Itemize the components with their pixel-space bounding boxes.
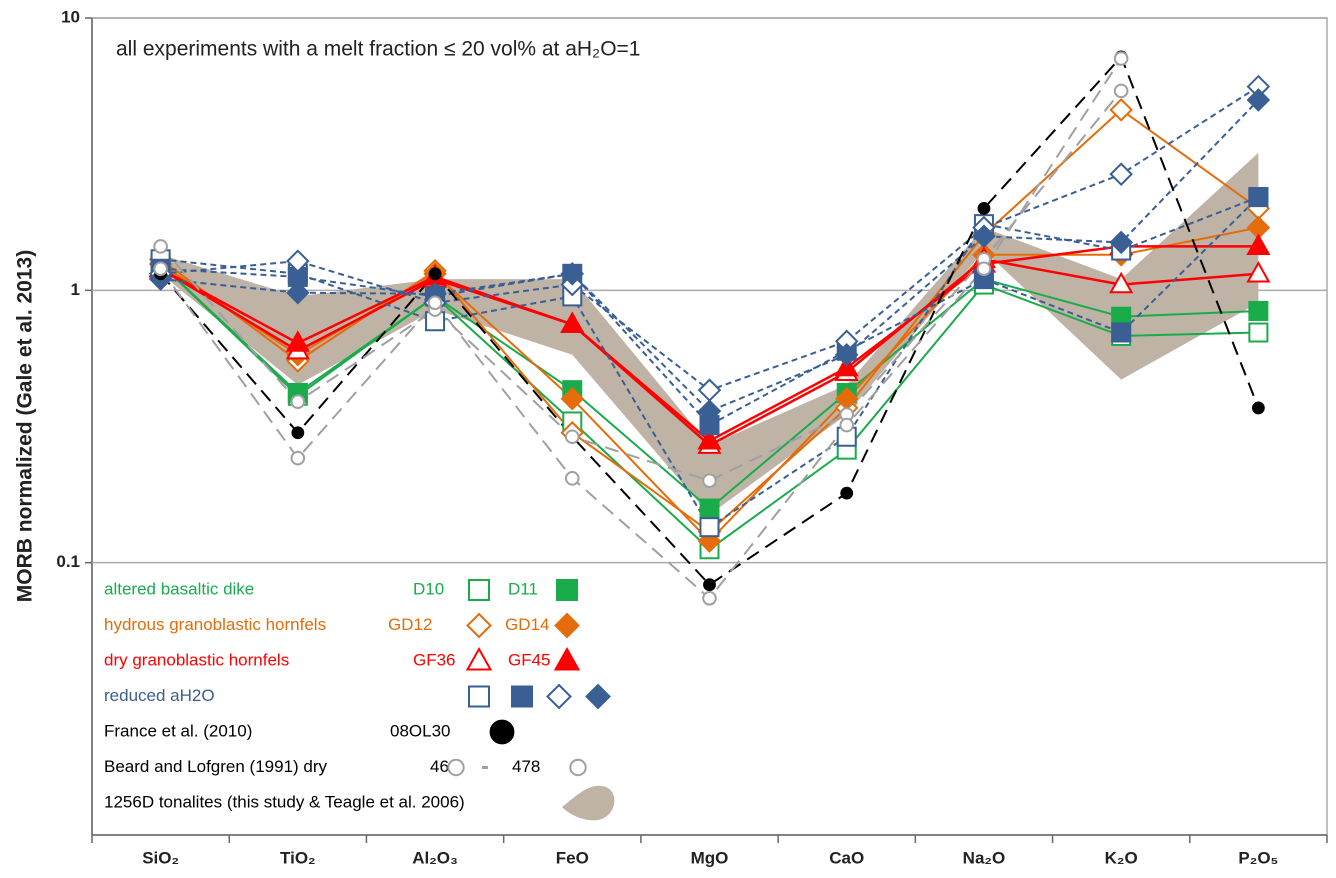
legend-marker — [554, 612, 580, 639]
marker — [1248, 187, 1269, 208]
marker — [699, 498, 720, 519]
x-tick-label: MgO — [691, 848, 729, 867]
legend-marker — [468, 579, 490, 601]
marker — [564, 471, 580, 486]
y-tick-label: 1 — [71, 280, 80, 299]
legend-group-label: France et al. (2010) — [104, 721, 252, 740]
marker — [560, 311, 585, 334]
legend-marker — [447, 758, 465, 777]
legend-label: D11 — [508, 579, 538, 598]
legend-label: 478 — [512, 757, 540, 776]
series-line — [159, 55, 1260, 587]
marker — [1109, 98, 1133, 122]
tonalite-field — [160, 152, 1259, 515]
marker — [560, 262, 585, 286]
marker — [972, 224, 996, 248]
legend-label: GF36 — [413, 650, 456, 669]
legend-group-label: dry granoblastic hornfels — [104, 650, 289, 669]
legend-marker — [466, 612, 492, 639]
marker — [834, 342, 859, 367]
marker — [703, 578, 716, 592]
legend-marker — [553, 646, 581, 671]
marker — [1109, 162, 1133, 186]
marker — [153, 239, 168, 254]
marker — [977, 201, 991, 215]
marker — [1251, 401, 1265, 415]
marker — [290, 450, 306, 466]
marker — [428, 267, 442, 281]
y-axis-label: MORB normalized (Gale et al. 2013) — [14, 250, 37, 602]
legend-marker — [489, 719, 515, 745]
y-tick-label: 10 — [61, 7, 80, 26]
marker — [564, 429, 580, 445]
x-tick-label: P₂O₅ — [1238, 848, 1278, 867]
marker — [840, 486, 854, 500]
marker — [976, 261, 992, 277]
legend-marker — [511, 685, 533, 708]
marker — [291, 426, 305, 440]
legend-marker — [546, 683, 572, 710]
series-line — [159, 57, 1123, 600]
marker — [1109, 230, 1133, 255]
legend-group-label: reduced aH2O — [104, 686, 215, 705]
marker — [697, 399, 722, 423]
marker — [839, 417, 855, 433]
marker — [1113, 51, 1129, 66]
legend-group-label: altered basaltic dike — [104, 579, 254, 598]
marker — [1248, 322, 1269, 343]
marker — [697, 428, 722, 450]
legend-marker — [585, 683, 611, 710]
chart-title: all experiments with a melt fraction ≤ 2… — [116, 38, 641, 61]
x-tick-label: SiO₂ — [142, 848, 179, 867]
marker — [1113, 83, 1129, 99]
legend-group-label: 1256D tonalites (this study & Teagle et … — [104, 792, 465, 811]
x-tick-label: CaO — [829, 848, 864, 867]
x-tick-label: Na₂O — [963, 848, 1006, 867]
legend-group-label: hydrous granoblastic hornfels — [104, 615, 326, 634]
marker — [699, 517, 720, 538]
x-tick-label: FeO — [556, 848, 589, 867]
marker — [702, 590, 717, 606]
marker — [1246, 260, 1271, 283]
legend-group-label: Beard and Lofgren (1991) dry — [104, 757, 328, 776]
marker — [1248, 300, 1269, 321]
marker — [153, 261, 168, 277]
legend-marker — [468, 685, 490, 708]
legend-label: GD14 — [505, 615, 549, 634]
marker — [1246, 88, 1271, 112]
x-tick-label: TiO₂ — [280, 848, 316, 867]
legend-marker — [556, 579, 578, 601]
legend-label: GD12 — [388, 615, 432, 634]
x-tick-label: K₂O — [1105, 848, 1138, 867]
marker — [285, 330, 310, 352]
marker — [702, 473, 717, 488]
legend-marker — [465, 646, 493, 671]
marker — [1246, 233, 1271, 256]
marker — [697, 378, 722, 402]
marker — [290, 394, 306, 410]
marker — [1111, 322, 1132, 343]
series-line — [160, 196, 1260, 427]
marker — [1109, 271, 1134, 294]
marker — [286, 249, 310, 273]
marker — [286, 280, 310, 305]
marker — [427, 295, 443, 311]
legend-swatch — [562, 785, 615, 821]
x-tick-label: Al₂O₃ — [412, 848, 458, 867]
y-tick-label: 0.1 — [56, 552, 80, 571]
legend-label: D10 — [413, 579, 444, 598]
marker — [560, 386, 585, 411]
legend-label: 08OL30 — [390, 721, 451, 740]
legend-marker — [569, 758, 587, 777]
series-line — [160, 99, 1260, 413]
legend-label: GF45 — [508, 650, 551, 669]
